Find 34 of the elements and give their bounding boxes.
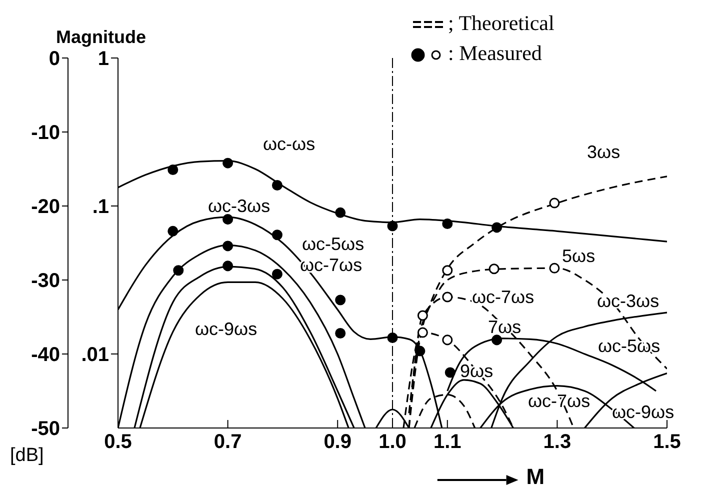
annotation: 5ωs	[562, 246, 596, 266]
annotation: ωc-3ωs	[597, 290, 660, 311]
y-axis-title: [dB]	[10, 445, 44, 466]
annotation: ωc-3ωs	[208, 196, 270, 216]
text: ; Theoretical	[448, 10, 554, 35]
y2-axis-title: Magnitude	[56, 26, 146, 47]
annotation: ωc-9ωs	[195, 318, 258, 339]
y-tick-label: -40	[31, 344, 60, 366]
annotation: 7ωs	[488, 316, 522, 337]
annotation: ωc-7ωs	[472, 286, 534, 307]
y2-tick-label: .01	[81, 344, 109, 366]
x-tick-label: 1.1	[433, 431, 462, 454]
annotation: ωc-5ωs	[302, 234, 364, 254]
x-tick-label: 1.5	[653, 431, 681, 454]
annotation: : Measured	[448, 40, 542, 65]
x-tick-label: 0.7	[214, 431, 242, 454]
annotation: 3ωs	[587, 142, 620, 162]
y-tick-label: -50	[31, 418, 60, 440]
annotation: ωc-7ωs	[528, 390, 590, 411]
annotation: 9ωs	[460, 360, 494, 381]
y-tick-label: -30	[31, 270, 60, 292]
x-tick-label: 1.3	[543, 431, 572, 454]
annotation: ωc-9ωs	[612, 402, 674, 422]
x-tick-label: 1.0	[378, 431, 406, 454]
x-axis-title: M	[526, 464, 545, 489]
x-tick-label: 0.5	[104, 431, 132, 454]
y-tick-label: -10	[31, 122, 60, 144]
y2-tick-label: .1	[92, 196, 109, 218]
y-tick-label: -20	[31, 196, 60, 218]
y-tick-label: 0	[48, 48, 60, 70]
x-tick-label: 0.9	[324, 431, 352, 454]
y2-tick-label: 1	[98, 48, 109, 70]
annotation: ωc-ωs	[263, 134, 316, 154]
annotation: ωc-5ωs	[598, 336, 660, 356]
